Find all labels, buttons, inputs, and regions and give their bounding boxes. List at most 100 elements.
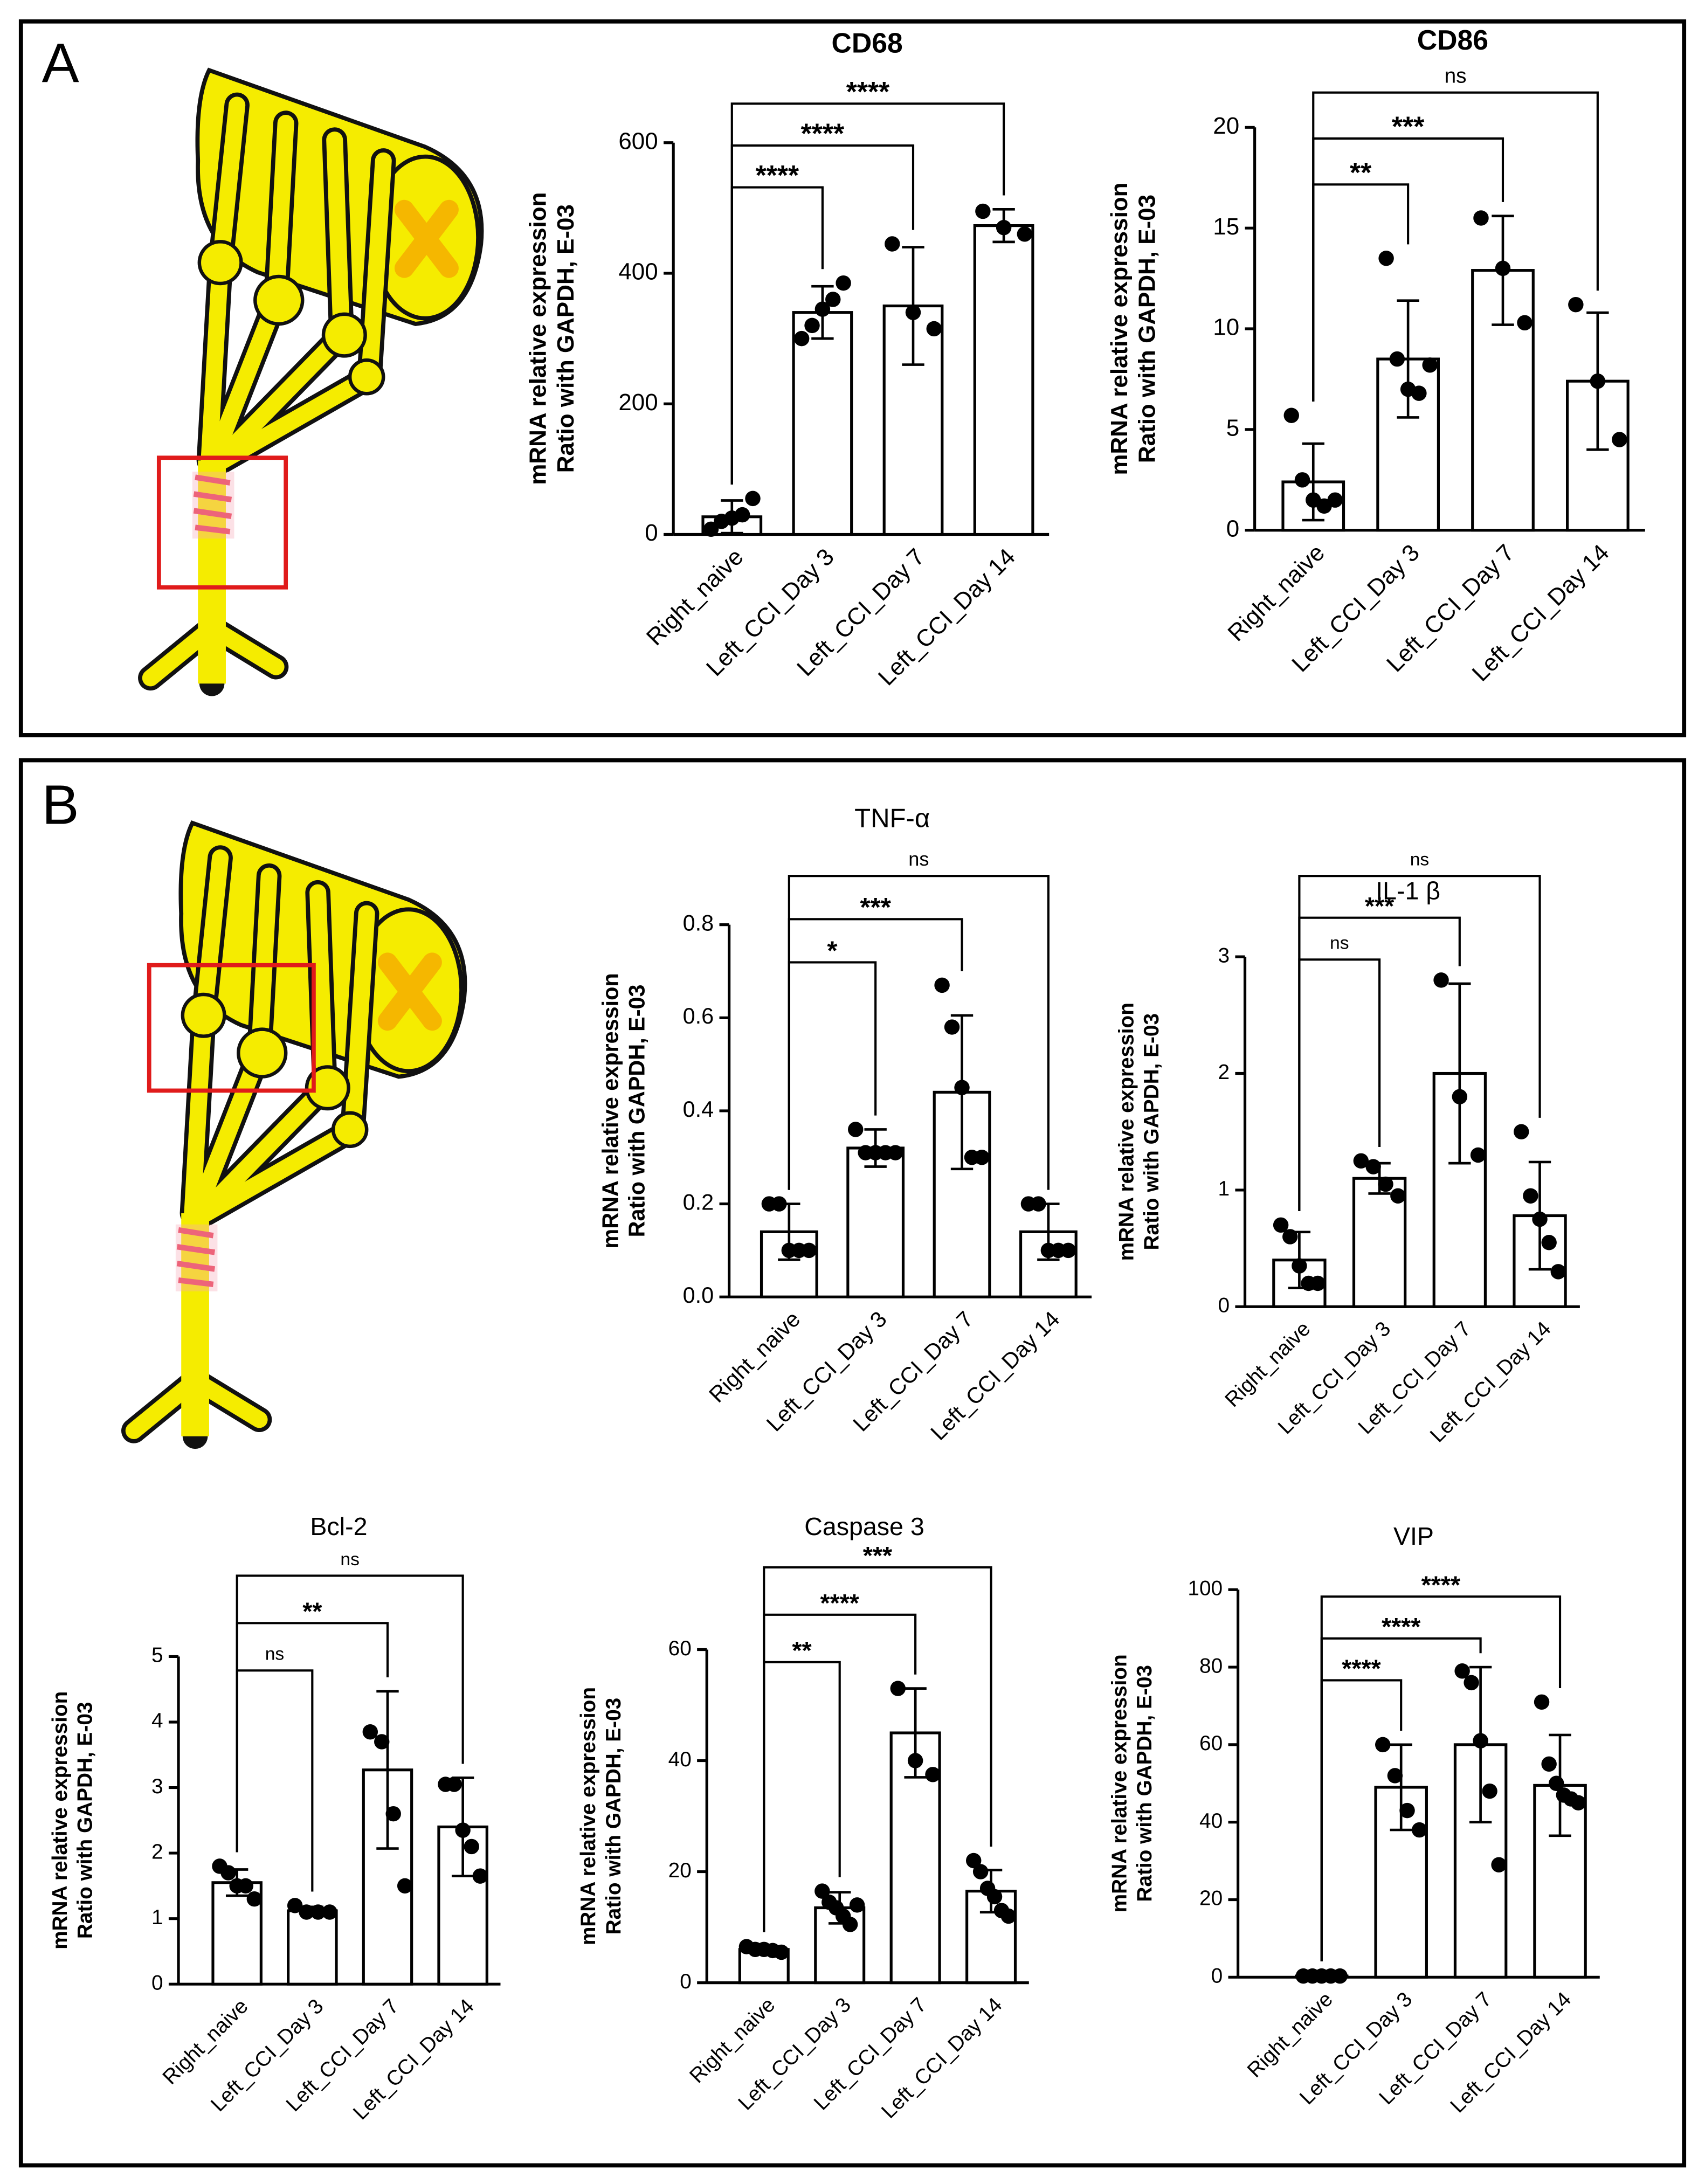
data-point (814, 301, 831, 317)
data-point (362, 1724, 378, 1740)
data-point (1523, 1188, 1538, 1204)
y-tick-label: 1 (151, 1906, 163, 1929)
data-point (944, 1019, 960, 1035)
significance-label: ns (908, 848, 929, 870)
y-tick-label: 200 (618, 389, 658, 416)
data-point (1612, 432, 1627, 447)
data-point (1031, 1196, 1046, 1212)
significance-bracket (788, 875, 1050, 1190)
significance-label: **** (801, 118, 845, 149)
data-point (1389, 351, 1405, 367)
data-point (836, 275, 851, 291)
significance-label: ns (340, 1550, 360, 1570)
chart-title: VIP (1393, 1522, 1434, 1550)
data-point (926, 321, 942, 337)
data-point (1550, 1264, 1566, 1280)
bar (287, 1909, 338, 1986)
y-tick-label: 40 (1199, 1809, 1223, 1833)
y-axis-label: mRNA relative expression (49, 1691, 72, 1950)
y-tick-label: 0.4 (683, 1097, 714, 1122)
data-point (771, 1196, 787, 1212)
data-point (1375, 1737, 1391, 1753)
data-point (299, 1904, 314, 1920)
y-tick-label: 1 (1218, 1177, 1230, 1200)
y-axis-label: mRNA relative expression (524, 192, 551, 485)
significance-label: **** (820, 1589, 859, 1617)
y-axis-label: mRNA relative expression (1106, 182, 1133, 475)
data-point (849, 1897, 865, 1913)
significance-bracket (763, 1566, 992, 1932)
data-point (246, 1891, 263, 1907)
y-tick-label: 60 (1199, 1732, 1223, 1755)
data-point (1514, 1124, 1529, 1139)
y-tick-label: 0 (1218, 1294, 1230, 1317)
data-point (848, 1122, 864, 1137)
bar (973, 224, 1034, 536)
data-point (1378, 1176, 1393, 1192)
data-point (310, 1904, 326, 1920)
data-point (1378, 250, 1394, 266)
data-point (975, 203, 991, 219)
significance-label: *** (1392, 111, 1425, 142)
data-point (1452, 1089, 1468, 1105)
y-tick-label: 4 (151, 1709, 163, 1732)
data-point (1282, 1229, 1298, 1245)
panel-label: B (42, 773, 79, 835)
data-point (804, 317, 820, 334)
data-point (885, 236, 900, 252)
y-tick-label: 0.6 (683, 1004, 714, 1028)
data-point (1000, 1908, 1017, 1924)
significance-label: ** (792, 1636, 812, 1664)
data-point (1273, 1217, 1289, 1233)
data-point (972, 1864, 989, 1879)
highlight-box (147, 963, 316, 1093)
chart-title: IL-1 β (1376, 876, 1440, 904)
significance-label: ns (1330, 934, 1349, 953)
significance-label: **** (1342, 1655, 1381, 1683)
data-point (1464, 1675, 1479, 1691)
y-tick-label: 3 (151, 1775, 163, 1798)
data-point (1332, 1968, 1348, 1984)
data-point (322, 1904, 337, 1920)
bar (846, 1146, 905, 1298)
significance-bracket (1320, 1595, 1562, 1961)
data-point (1365, 1159, 1381, 1174)
bar (1019, 1230, 1078, 1298)
significance-label: *** (860, 893, 891, 922)
y-tick-label: 15 (1213, 213, 1239, 240)
data-point (801, 1242, 817, 1259)
y-tick-label: 0.8 (683, 911, 714, 936)
y-tick-label: 40 (668, 1748, 692, 1771)
data-point (1568, 296, 1584, 313)
y-tick-label: 20 (1213, 113, 1239, 139)
significance-label: * (827, 936, 838, 965)
highlight-box (156, 455, 288, 590)
significance-label: *** (1365, 892, 1395, 920)
data-point (1473, 1733, 1488, 1748)
data-point (1060, 1242, 1076, 1259)
y-axis-label: Ratio with GAPDH, E-03 (602, 1698, 625, 1935)
significance-bracket (730, 102, 1005, 485)
significance-bracket (1298, 958, 1381, 1211)
nerve-illustration (150, 70, 481, 683)
data-point (965, 1853, 982, 1869)
y-axis-label: Ratio with GAPDH, E-03 (1133, 1665, 1156, 1902)
y-tick-label: 10 (1213, 314, 1239, 341)
chart-title: Caspase 3 (804, 1512, 924, 1540)
y-tick-label: 20 (1199, 1887, 1223, 1910)
data-point (954, 1080, 970, 1095)
data-point (1422, 357, 1438, 373)
significance-label: ns (265, 1644, 284, 1664)
data-point (1473, 210, 1489, 226)
data-point (1387, 1768, 1403, 1784)
chart-title: Bcl-2 (310, 1512, 367, 1540)
data-point (1541, 1235, 1557, 1250)
y-axis-label: mRNA relative expression (1115, 1003, 1138, 1261)
data-point (934, 977, 950, 993)
data-point (907, 1753, 923, 1768)
data-point (1411, 1822, 1427, 1838)
data-point (887, 1145, 903, 1160)
data-point (1534, 1694, 1550, 1710)
data-point (986, 1889, 1003, 1905)
